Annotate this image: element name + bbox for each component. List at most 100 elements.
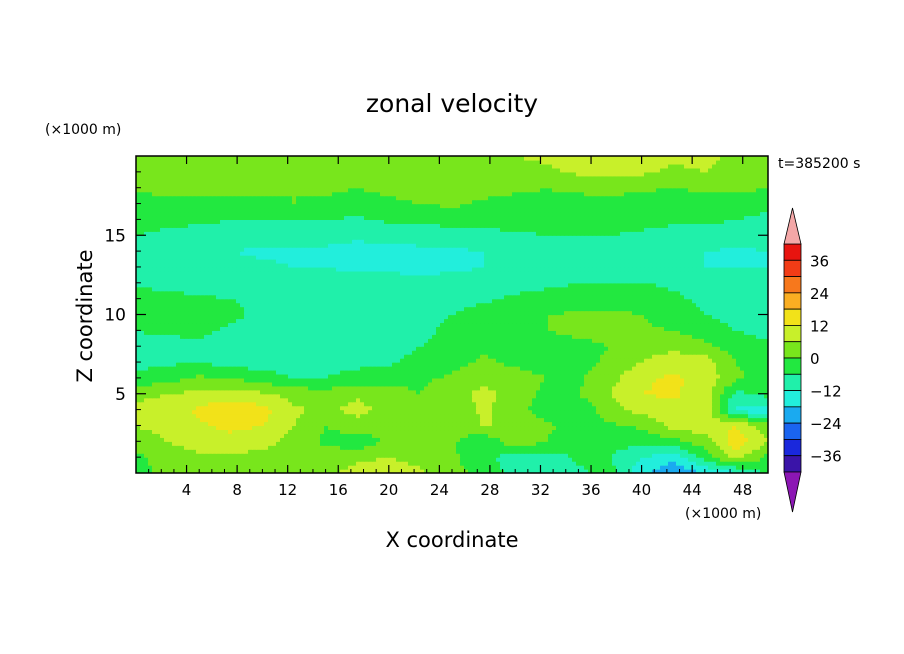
- contour-cell: [164, 465, 169, 470]
- contour-cell: [340, 421, 345, 427]
- contour-cell: [432, 453, 437, 458]
- contour-cell: [372, 401, 377, 407]
- contour-cell: [332, 417, 337, 423]
- contour-cell: [256, 381, 261, 387]
- contour-cell: [260, 366, 265, 371]
- contour-cell: [584, 366, 589, 371]
- contour-cell: [560, 362, 565, 367]
- contour-cell: [352, 441, 357, 446]
- contour-cell: [708, 354, 713, 359]
- contour-cell: [432, 373, 437, 379]
- contour-cell: [564, 409, 569, 415]
- contour-cell: [408, 441, 413, 446]
- contour-cell: [304, 346, 309, 351]
- contour-cell: [360, 433, 365, 438]
- contour-cell: [292, 373, 297, 379]
- contour-cell: [708, 366, 713, 371]
- contour-cell: [756, 401, 761, 407]
- contour-cell: [532, 449, 537, 454]
- contour-cell: [652, 445, 657, 450]
- contour-cell: [764, 366, 768, 371]
- contour-cell: [760, 369, 765, 375]
- contour-cell: [756, 385, 761, 391]
- contour-cell: [744, 389, 749, 395]
- contour-cell: [536, 457, 541, 462]
- contour-cell: [436, 401, 441, 407]
- contour-cell: [560, 461, 565, 466]
- contour-cell: [664, 354, 669, 359]
- contour-cell: [576, 350, 581, 355]
- contour-cell: [744, 373, 749, 379]
- contour-cell: [592, 354, 597, 359]
- contour-cell: [148, 429, 153, 434]
- contour-cell: [488, 401, 493, 407]
- contour-cell: [732, 393, 737, 399]
- contour-cell: [204, 405, 209, 411]
- contour-cell: [468, 346, 473, 351]
- contour-cell: [260, 441, 265, 446]
- contour-cell: [456, 449, 461, 454]
- contour-cell: [180, 461, 185, 466]
- contour-cell: [368, 377, 373, 383]
- contour-cell: [644, 437, 649, 442]
- contour-cell: [636, 433, 641, 438]
- contour-cell: [636, 362, 641, 367]
- contour-cell: [360, 354, 365, 359]
- contour-cell: [644, 449, 649, 454]
- contour-cell: [416, 425, 421, 431]
- contour-cell: [624, 358, 629, 363]
- contour-cell: [160, 350, 165, 355]
- contour-cell: [620, 457, 625, 462]
- contour-cell: [336, 397, 341, 403]
- contour-cell: [716, 389, 721, 395]
- contour-cell: [588, 373, 593, 379]
- contour-cell: [444, 421, 449, 427]
- contour-cell: [672, 425, 677, 431]
- contour-cell: [552, 445, 557, 450]
- contour-cell: [544, 358, 549, 363]
- contour-cell: [168, 469, 173, 473]
- contour-cell: [500, 358, 505, 363]
- contour-cell: [136, 381, 141, 387]
- contour-cell: [428, 369, 433, 375]
- contour-cell: [540, 385, 545, 391]
- contour-cell: [672, 362, 677, 367]
- contour-cell: [608, 453, 613, 458]
- contour-cell: [396, 421, 401, 427]
- contour-cell: [352, 445, 357, 450]
- contour-cell: [360, 445, 365, 450]
- contour-cell: [504, 457, 509, 462]
- contour-cell: [608, 425, 613, 431]
- contour-cell: [524, 445, 529, 450]
- contour-cell: [696, 421, 701, 427]
- contour-cell: [336, 461, 341, 466]
- contour-cell: [500, 350, 505, 355]
- contour-cell: [588, 421, 593, 427]
- contour-cell: [764, 405, 768, 411]
- contour-cell: [636, 358, 641, 363]
- contour-cell: [712, 362, 717, 367]
- contour-cell: [136, 377, 141, 383]
- contour-cell: [336, 362, 341, 367]
- contour-cell: [252, 413, 257, 419]
- contour-cell: [608, 358, 613, 363]
- contour-cell: [508, 413, 513, 419]
- contour-cell: [724, 441, 729, 446]
- contour-cell: [368, 461, 373, 466]
- contour-cell: [680, 465, 685, 470]
- contour-cell: [236, 381, 241, 387]
- contour-cell: [552, 405, 557, 411]
- contour-cell: [208, 393, 213, 399]
- contour-cell: [512, 405, 517, 411]
- contour-cell: [636, 401, 641, 407]
- contour-cell: [660, 381, 665, 387]
- contour-cell: [380, 421, 385, 427]
- contour-cell: [736, 469, 741, 473]
- contour-cell: [472, 405, 477, 411]
- contour-cell: [460, 461, 465, 466]
- contour-cell: [724, 369, 729, 375]
- contour-cell: [360, 397, 365, 403]
- contour-cell: [448, 453, 453, 458]
- contour-cell: [724, 377, 729, 383]
- contour-cell: [448, 354, 453, 359]
